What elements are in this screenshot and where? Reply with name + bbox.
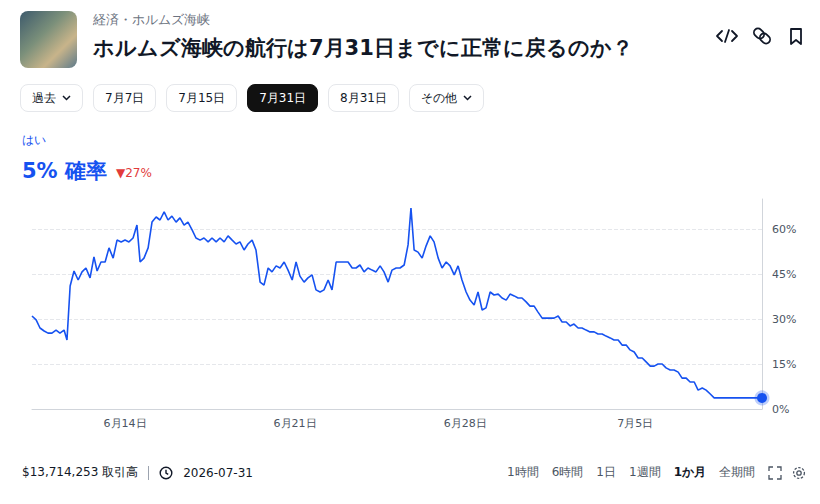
svg-text:6月21日: 6月21日	[274, 417, 317, 430]
html-text:その他: その他	[421, 90, 457, 105]
html-text:1日: 1日	[596, 465, 616, 479]
svg-text:60%: 60%	[772, 223, 796, 236]
html-text:1週間: 1週間	[629, 465, 661, 479]
svg-text:0%: 0%	[772, 403, 789, 416]
html-text:6時間: 6時間	[551, 465, 584, 479]
html-text:はい: はい	[22, 133, 46, 147]
html-text:8月31日: 8月31日	[340, 90, 387, 105]
html-text:7月7日: 7月7日	[105, 90, 145, 105]
html-text:7月31日: 7月31日	[259, 90, 307, 105]
svg-text:30%: 30%	[772, 313, 796, 326]
html-text:ホルムズ海峡の航行は7月31日までに正常に戻るのか？: ホルムズ海峡の航行は7月31日までに正常に戻るのか？	[93, 36, 633, 60]
svg-text:15%: 15%	[772, 358, 796, 371]
html-text:全期間: 全期間	[719, 465, 755, 479]
html-text:2026-07-31: 2026-07-31	[183, 465, 253, 480]
html-text:7月15日: 7月15日	[178, 90, 226, 105]
svg-text:45%: 45%	[772, 268, 796, 281]
html-text:経済・ホルムズ海峡: 経済・ホルムズ海峡	[93, 12, 210, 27]
svg-text:6月28日: 6月28日	[444, 417, 487, 430]
html-text:過去: 過去	[32, 90, 56, 105]
html-text:5% 確率: 5% 確率	[22, 159, 107, 183]
html-text:$13,714,253 取引高: $13,714,253 取引高	[22, 465, 139, 479]
svg-text:6月14日: 6月14日	[104, 417, 147, 430]
svg-text:7月5日: 7月5日	[617, 417, 653, 430]
html-text:1時間: 1時間	[507, 465, 539, 479]
html-text:▼27%: ▼27%	[116, 166, 152, 180]
html-text:1か月: 1か月	[673, 465, 706, 479]
